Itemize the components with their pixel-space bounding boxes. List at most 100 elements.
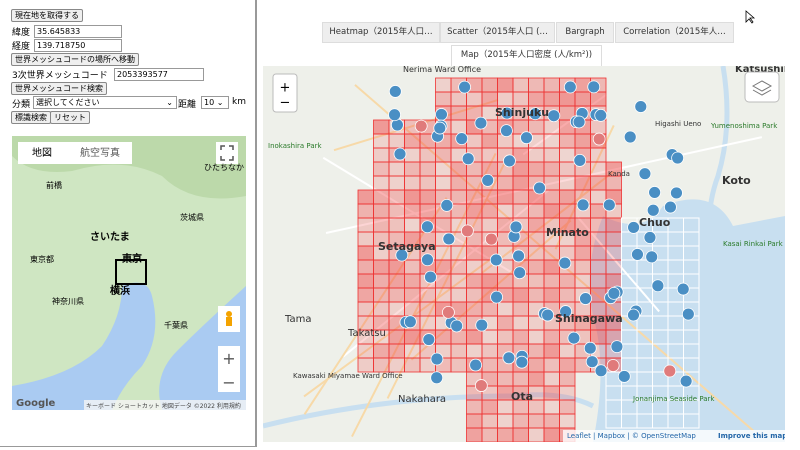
marker	[664, 200, 677, 214]
mesh-cell	[435, 217, 452, 233]
satellite-tab[interactable]: 航空写真	[80, 146, 120, 159]
zoom-in[interactable]: +	[222, 349, 235, 368]
distance-select[interactable]: 10 ⌄	[201, 96, 229, 109]
mesh-cell	[435, 77, 452, 93]
google-map[interactable]: 地図 航空写真 前橋 ひたちなか さいたま 東京 東京都 横浜 千葉県 神奈川県…	[12, 136, 246, 410]
lng-input[interactable]: 139.718750	[34, 39, 122, 52]
marker	[627, 308, 640, 322]
marker	[541, 308, 555, 322]
mesh-cell	[450, 259, 467, 275]
locate-button[interactable]: 現在地を取得する	[11, 9, 83, 22]
search-button[interactable]: 世界メッシュコード検索	[11, 82, 107, 95]
leaflet-map[interactable]: Nerima Ward Office Shinjuku Minato Setag…	[263, 66, 785, 442]
marker	[395, 248, 409, 262]
mesh-cell	[543, 189, 560, 205]
pegman-icon	[226, 317, 232, 326]
map-label: Higashi Ueno	[655, 120, 701, 128]
mesh-cell	[419, 301, 436, 317]
category-select[interactable]: 選択してください ⌄	[33, 96, 177, 109]
mesh-cell	[543, 259, 560, 275]
mesh-cell	[590, 147, 607, 163]
mesh-cell	[574, 259, 591, 275]
mesh-cell	[357, 259, 374, 275]
mesh-cell	[466, 427, 483, 442]
mesh-cell	[419, 189, 436, 205]
mesh-cell	[528, 273, 545, 289]
mesh-cell	[435, 287, 452, 303]
mesh-cell	[543, 329, 560, 345]
map-type-control[interactable]	[18, 142, 132, 164]
mesh-cell	[481, 273, 498, 289]
mesh-cell	[357, 273, 374, 289]
mesh-cell	[605, 175, 622, 191]
mesh-input[interactable]: 2053393577	[114, 68, 204, 81]
lng-label: 経度	[12, 42, 31, 52]
map-tab[interactable]: 地図	[32, 146, 52, 159]
mesh-cell	[373, 343, 390, 359]
zoom-control[interactable]	[218, 346, 240, 392]
mesh-cell	[543, 133, 560, 149]
mesh-cell	[512, 77, 529, 93]
marker	[430, 371, 444, 385]
marker	[424, 270, 437, 284]
mesh-cell	[512, 301, 529, 317]
fullscreen-button[interactable]	[216, 142, 238, 164]
zoom-out[interactable]: −	[222, 373, 235, 392]
improve-link[interactable]: Improve this map	[718, 432, 785, 440]
mesh-cell	[404, 287, 421, 303]
mesh-cell	[559, 287, 576, 303]
mesh-cell	[373, 161, 390, 177]
layers-button[interactable]	[744, 71, 780, 103]
marker	[594, 109, 608, 122]
map-label: Setagaya	[378, 240, 436, 253]
marker	[646, 203, 660, 217]
mesh-cell	[543, 147, 560, 163]
mesh-cell	[512, 203, 529, 219]
category-value: 選択してください	[36, 98, 100, 107]
mesh-cell	[419, 287, 436, 303]
mesh-cell	[528, 161, 545, 177]
mesh-cell	[605, 259, 622, 275]
mesh-cell	[512, 371, 529, 387]
tab[interactable]: Scatter（2015年人口 (…	[440, 22, 555, 43]
active-tab[interactable]: Map（2015年人口密度 (人/km²))	[451, 45, 602, 67]
road	[481, 170, 615, 274]
mesh-cell	[357, 357, 374, 373]
marker	[676, 282, 690, 296]
tab[interactable]: Bargraph	[556, 22, 614, 43]
mesh-cell	[543, 343, 560, 359]
mesh-cell	[373, 147, 390, 163]
mesh-cell	[450, 357, 467, 373]
tab[interactable]: Correlation（2015年人…	[615, 22, 734, 43]
zoom-control[interactable]	[272, 73, 298, 113]
mesh-cell	[590, 329, 607, 345]
mesh-cell	[497, 203, 514, 219]
mesh-cell	[512, 315, 529, 331]
mesh-cell	[481, 301, 498, 317]
mesh-cell	[574, 273, 591, 289]
distance-label: 距離	[178, 100, 197, 110]
mesh-cell	[404, 133, 421, 149]
mesh-cell	[559, 413, 576, 429]
mesh-cell	[574, 133, 591, 149]
attribution-bg	[563, 430, 785, 442]
mesh-cell	[528, 217, 545, 233]
mesh-cell	[512, 427, 529, 442]
tab[interactable]: Heatmap（2015年人口…	[322, 22, 440, 43]
reset-button[interactable]: リセット	[50, 111, 90, 124]
mesh-cell	[497, 413, 514, 429]
mesh-cell	[497, 301, 514, 317]
zoom-out[interactable]: −	[280, 96, 291, 111]
standard-button[interactable]: 標識検索	[11, 111, 51, 124]
mesh-cell	[543, 287, 560, 303]
move-button[interactable]: 世界メッシュコードの場所へ移動	[11, 53, 139, 66]
mesh-cell	[590, 287, 607, 303]
mesh-cell	[435, 259, 452, 275]
marker	[433, 121, 447, 135]
zoom-in[interactable]: +	[280, 81, 291, 96]
mesh-cell	[419, 161, 436, 177]
mesh-cell	[574, 245, 591, 261]
lat-input[interactable]: 35.645833	[34, 25, 122, 38]
mesh-cell	[373, 203, 390, 219]
marker	[520, 131, 533, 145]
